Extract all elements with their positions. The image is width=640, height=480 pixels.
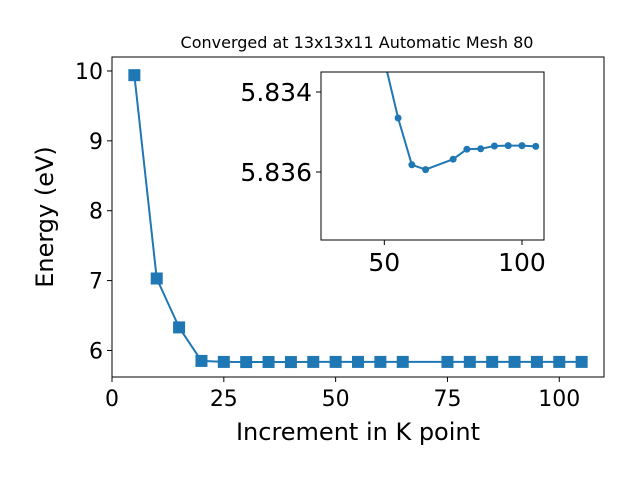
- chart-title: Converged at 13x13x11 Automatic Mesh 80: [181, 33, 534, 52]
- data-point: [173, 321, 186, 334]
- data-point: [530, 355, 543, 368]
- data-point: [408, 161, 416, 169]
- inset-plot: 50 100 5.834 5.836: [240, 71, 546, 277]
- data-point: [486, 355, 499, 368]
- data-point: [532, 142, 540, 150]
- x-tick-label: 50: [322, 387, 350, 412]
- x-tick-label: 50: [368, 248, 400, 277]
- data-point: [394, 114, 402, 122]
- data-point: [463, 355, 476, 368]
- x-tick-label: 100: [498, 248, 546, 277]
- data-point: [128, 69, 141, 82]
- data-point: [396, 355, 409, 368]
- x-tick-label: 100: [538, 387, 580, 412]
- data-point: [284, 356, 297, 369]
- main-axis-ticks: 0 25 50 75 100 6 7 8 9 10: [75, 60, 580, 412]
- data-point: [374, 355, 387, 368]
- inset-series-marks: [386, 72, 540, 174]
- y-tick-label: 10: [75, 60, 103, 85]
- y-tick-label: 6: [89, 339, 103, 364]
- x-tick-label: 0: [105, 387, 119, 412]
- x-tick-label: 25: [210, 387, 238, 412]
- data-point: [262, 355, 275, 368]
- y-tick-label: 8: [89, 200, 103, 225]
- inset-axis-ticks: 50 100 5.834 5.836: [240, 78, 545, 277]
- data-point: [217, 355, 230, 368]
- data-point: [553, 355, 566, 368]
- data-point: [422, 166, 430, 174]
- data-point: [441, 355, 454, 368]
- x-tick-label: 75: [433, 387, 461, 412]
- data-point: [575, 355, 588, 368]
- main-plot: 0 25 50 75 100 6 7 8 9 10: [75, 56, 605, 412]
- main-series-marks: [128, 69, 588, 369]
- y-tick-label: 9: [89, 130, 103, 155]
- inset-background: [321, 72, 544, 240]
- data-point: [518, 142, 526, 150]
- data-point: [307, 355, 320, 368]
- data-point: [449, 155, 457, 163]
- y-axis-label: Energy (eV): [31, 146, 59, 288]
- data-point: [508, 355, 521, 368]
- data-point: [150, 272, 163, 285]
- data-point: [504, 142, 512, 150]
- data-point: [240, 356, 253, 369]
- data-point: [490, 142, 498, 150]
- data-point: [463, 145, 471, 153]
- data-point: [352, 355, 364, 368]
- main-plot-frame: [111, 56, 605, 378]
- y-tick-label: 7: [89, 270, 103, 295]
- data-point: [195, 354, 208, 367]
- data-point: [477, 145, 485, 153]
- y-tick-label: 5.834: [240, 78, 312, 107]
- inset-plot-frame: [320, 71, 545, 241]
- data-point: [329, 355, 342, 368]
- y-tick-label: 5.836: [240, 158, 312, 187]
- x-axis-label: Increment in K point: [236, 418, 480, 446]
